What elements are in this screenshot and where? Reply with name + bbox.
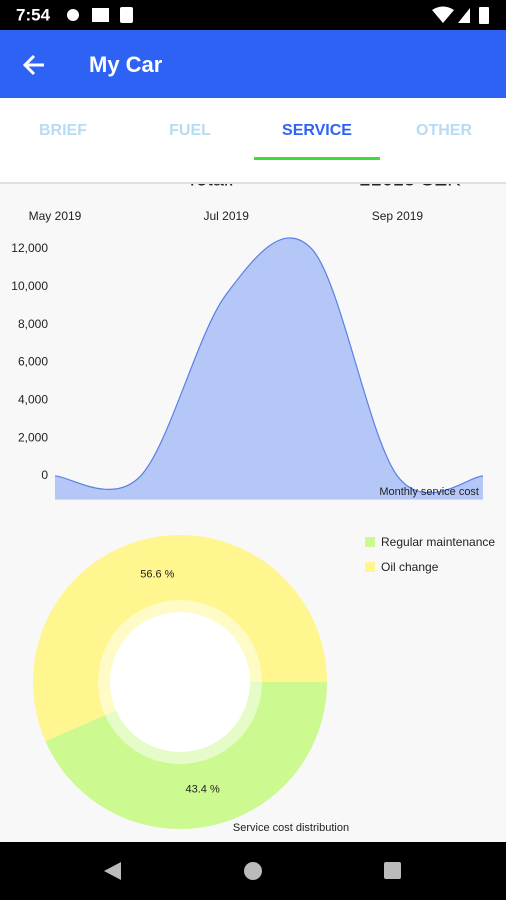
nav-back[interactable] [104,862,121,880]
slice-label: 56.6 % [140,568,174,580]
status-bar [0,0,506,30]
app-bar [0,30,506,98]
back-button[interactable] [22,54,44,76]
battery-icon [479,7,489,24]
chart-title: Service cost distribution [233,822,349,834]
tab-bar [0,98,506,182]
settings-icon [67,9,79,21]
x-tick-label: May 2019 [29,209,82,223]
wifi-icon [432,6,454,23]
legend-label: Regular maintenance [381,535,495,549]
tab[interactable]: FUEL [169,122,211,139]
donut-hole [110,612,250,752]
y-tick-label: 2,000 [18,430,48,444]
y-tick-label: 10,000 [11,279,48,293]
slice-label: 43.4 % [186,784,220,796]
y-tick-label: 6,000 [18,355,48,369]
nav-home[interactable] [244,862,262,880]
line [54,237,484,494]
x-tick-label: Sep 2019 [372,209,424,223]
nav-recents[interactable] [384,862,401,879]
tab-indicator [254,157,380,160]
y-tick-label: 4,000 [18,392,48,406]
tab[interactable]: BRIEF [39,122,87,139]
signal-icon [458,8,470,23]
mail-icon [92,8,109,22]
series-label: Monthly service cost [379,486,479,498]
y-tick-label: 0 [41,468,48,482]
status-time: 7:54 [16,5,51,24]
y-tick-label: 8,000 [18,317,48,331]
sd-icon [120,7,133,23]
x-tick-label: Jul 2019 [204,209,250,223]
legend-label: Oil change [381,560,439,574]
area [55,237,483,500]
tab[interactable]: SERVICE [282,122,352,139]
y-tick-label: 12,000 [11,241,48,255]
app-title: My Car [89,52,163,77]
donut-inner-ring [98,600,262,764]
tab[interactable]: OTHER [416,122,472,139]
legend-swatch [365,562,375,572]
tabs: BRIEF FUEL SERVICE OTHER [39,122,472,160]
tab-shadow [0,182,506,184]
legend-swatch [365,537,375,547]
